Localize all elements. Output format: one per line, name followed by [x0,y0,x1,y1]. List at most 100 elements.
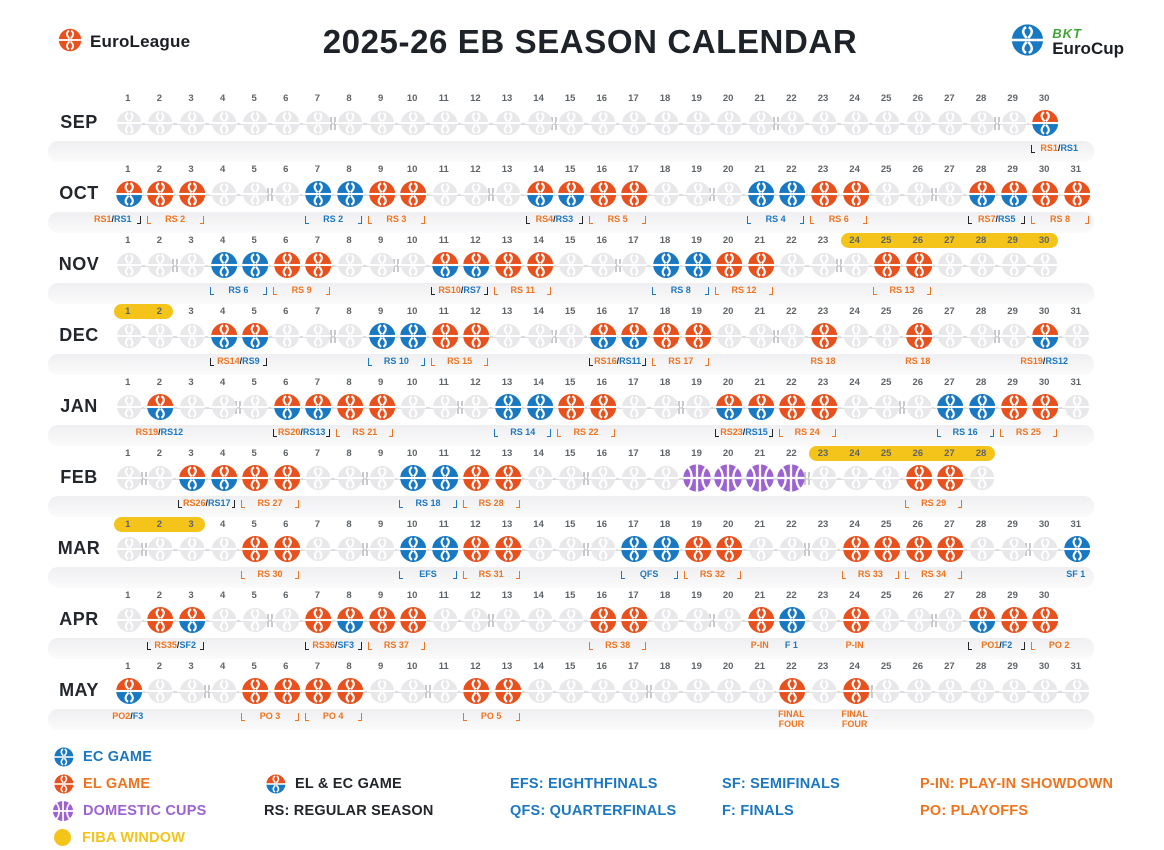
legend-label-f: F: FINALS [722,802,794,819]
idle-ball-icon [712,108,744,138]
day-number: 8 [346,661,352,672]
day-cell-sep-2: 2 [144,92,176,138]
day-cell-oct-4: 4 [207,163,239,209]
idle-ball-icon [207,108,239,138]
day-number: 8 [346,448,352,459]
day-number: 13 [501,377,513,388]
day-number: 20 [722,519,734,530]
day-cell-jan-7: 7 [302,376,334,422]
day-number: 13 [501,519,513,530]
day-cell-may-3: 3 [175,660,207,706]
idle-ball-icon [207,605,239,635]
day-number: 9 [377,377,384,388]
day-cell-dec-1: 1 [112,305,144,351]
day-cell-may-31: 31 [1060,660,1092,706]
day-number: 16 [596,519,608,530]
el-ball-icon [238,676,270,706]
day-number: 13 [501,590,513,601]
day-cell-nov-14: 14 [523,234,555,280]
day-number: 19 [691,661,702,672]
round-label: SF 1 [1066,569,1086,579]
day-number: 8 [346,93,352,104]
day-number: 11 [438,590,449,601]
el-ball-icon [52,773,74,795]
day-cell-oct-29: 29 [997,163,1029,209]
day-number: 15 [564,448,576,459]
month-row-nov: NOV 1 2 3 4 5 6 7 8 9 10 11 12 13 14 15 16 17 18 19 20 21 22 23… [48,232,1094,304]
ec-ball-icon [681,250,713,280]
day-cell-oct-30: 30 [1028,163,1060,209]
day-number: 11 [438,519,449,530]
day-cell-sep-21: 21 [744,92,776,138]
idle-ball-icon [839,463,871,493]
round-label: RS 38 [589,640,647,650]
ec-ball-icon [649,250,681,280]
day-number: 16 [596,448,608,459]
day-number: 12 [470,306,481,317]
day-cell-may-11: 11 [428,660,460,706]
round-label: RS 18 [905,356,931,366]
idle-ball-icon [807,605,839,635]
day-number: 24 [849,306,860,317]
day-number: 21 [754,93,766,104]
day-cell-jan-17: 17 [618,376,650,422]
day-cell-mar-4: 4 [207,518,239,564]
round-label: RS 15 [431,356,489,366]
round-label: QFS [620,569,678,579]
day-cell-jan-10: 10 [396,376,428,422]
day-cell-may-18: 18 [649,660,681,706]
round-label: RS 6 [209,285,267,295]
day-number: 12 [470,164,481,175]
idle-ball-icon [144,250,176,280]
idle-ball-icon [870,108,902,138]
round-label: RS 5 [589,214,647,224]
idle-ball-icon [807,250,839,280]
idle-ball-icon [618,250,650,280]
day-number: 3 [188,590,194,601]
idle-ball-icon [238,108,270,138]
day-cell-apr-3: 3 [175,589,207,635]
ec-ball-icon [934,392,966,422]
idle-ball-icon [712,676,744,706]
ec-ball-icon [428,463,460,493]
el-ball-icon [744,250,776,280]
el-ball-icon [302,676,334,706]
day-number: 22 [786,164,797,175]
day-cell-apr-8: 8 [333,589,365,635]
legend-label-rs: RS: REGULAR SEASON [264,802,434,819]
legend-item-semifinals: SF: SEMIFINALS [722,776,920,792]
cup-ball-icon [744,463,776,493]
legend-label-efs: EFS: EIGHTHFINALS [510,775,658,792]
row-band [48,354,1094,375]
day-cell-dec-16: 16 [586,305,618,351]
day-cell-apr-11: 11 [428,589,460,635]
idle-ball-icon [744,534,776,564]
idle-ball-icon [365,250,397,280]
timeline [118,620,1054,622]
idle-ball-icon [491,605,523,635]
row-band [48,212,1094,233]
day-number: 25 [880,306,892,317]
day-cell-feb-10: 10 [396,447,428,493]
elec-ball-icon [554,179,586,209]
day-cell-sep-29: 29 [997,92,1029,138]
day-cell-jan-3: 3 [175,376,207,422]
day-number: 23 [817,306,829,317]
row-band [48,709,1094,730]
idle-ball-icon [112,392,144,422]
idle-ball-icon [112,463,144,493]
idle-ball-icon [807,108,839,138]
day-cell-mar-7: 7 [302,518,334,564]
day-cell-mar-16: 16 [586,518,618,564]
day-number: 7 [314,306,321,317]
round-label: RS14/RS9 [209,356,267,366]
month-row-may: MAY 1 2 3 4 5 6 7 8 9 10 11 12 13 14 15 16 17 18 19 20 21 22 23… [48,658,1094,730]
cup-ball-icon [776,463,808,493]
day-cell-jan-8: 8 [333,376,365,422]
legend-label-el: EL GAME [83,775,151,792]
el-ball-icon [333,392,365,422]
day-cell-oct-16: 16 [586,163,618,209]
day-number: 24 [849,377,860,388]
legend-label-sf: SF: SEMIFINALS [722,775,840,792]
legend-item-domestic-cups: DOMESTIC CUPS [52,800,264,822]
